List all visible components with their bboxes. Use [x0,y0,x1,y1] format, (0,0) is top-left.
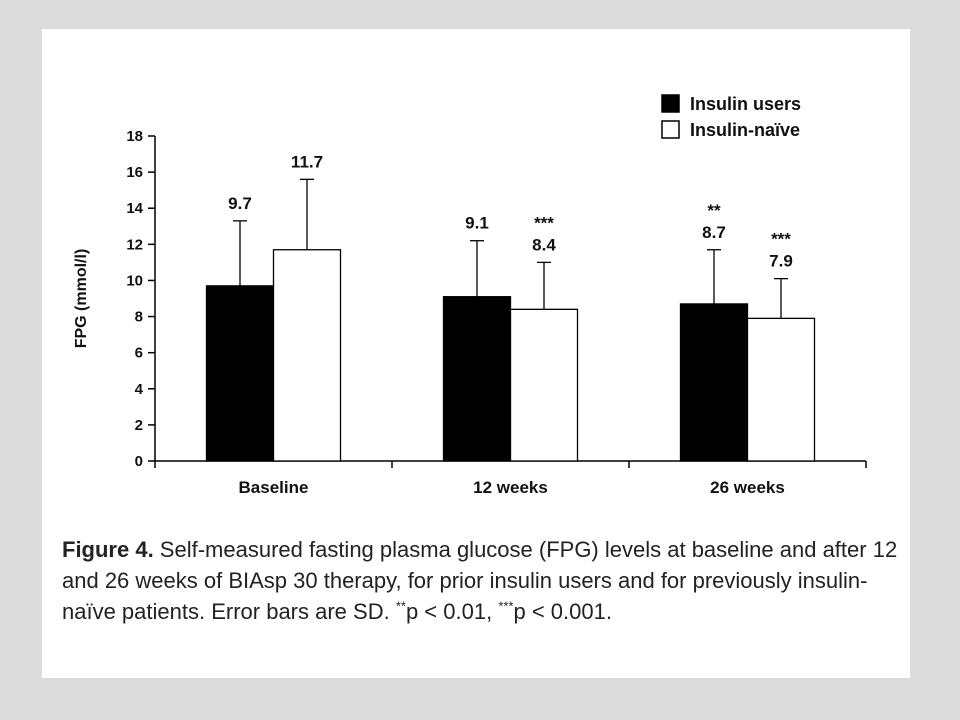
y-tick-label-6: 12 [126,236,143,253]
caption-label: Figure 4. [62,537,154,562]
figure-panel: 0 2 4 6 8 10 12 14 16 18 FPG (mmol/l) Baseline 12 we… [42,29,910,678]
y-tick-label-0: 0 [135,453,143,470]
caption-text-1: Self-measured fasting plasma glucose (FP… [62,537,898,624]
caption-text-2: p < 0.01, [405,599,499,624]
value-label-1-1: 8.4 [532,235,556,254]
legend-label-1: Insulin-naïve [690,120,800,140]
caption-sig-1: ** [395,598,406,614]
legend-swatch-1 [661,120,680,139]
value-label-0-0: 9.7 [228,194,252,213]
value-label-1-2: 7.9 [769,252,793,271]
caption-text-3: p < 0.001. [513,599,612,624]
significance-1-1: *** [534,213,554,232]
significance-0-2: ** [707,201,721,220]
value-label-0-1: 9.1 [465,214,489,233]
y-tick-label-2: 4 [135,381,144,398]
y-tick-label-9: 18 [126,128,143,145]
bar-0-2 [679,303,749,462]
y-tick-label-7: 14 [126,200,143,217]
y-tick-label-5: 10 [126,272,143,289]
bar-1-1 [509,308,579,462]
bar-0-0 [205,285,275,462]
x-tick-label-0: Baseline [239,478,309,497]
x-tick-label-1: 12 weeks [473,478,548,497]
y-tick-label-8: 16 [126,164,143,181]
caption-sig-2: *** [498,598,514,614]
y-tick-label-1: 2 [135,417,143,434]
significance-1-2: *** [771,230,791,249]
figure-caption: Figure 4. Self-measured fasting plasma g… [62,534,902,627]
legend-swatch-0 [661,94,680,113]
y-tick-label-4: 8 [135,309,143,326]
legend-label-0: Insulin users [690,94,801,114]
y-tick-label-3: 6 [135,345,143,362]
x-tick-label-2: 26 weeks [710,478,785,497]
value-label-0-2: 8.7 [702,223,726,242]
bar-1-2 [746,317,816,462]
value-label-1-0: 11.7 [291,152,323,171]
bar-chart: 0 2 4 6 8 10 12 14 16 18 FPG (mmol/l) Baseline 12 we… [73,94,867,497]
bar-0-1 [442,296,512,462]
bar-1-0 [272,249,342,462]
y-axis-title: FPG (mmol/l) [73,249,90,349]
